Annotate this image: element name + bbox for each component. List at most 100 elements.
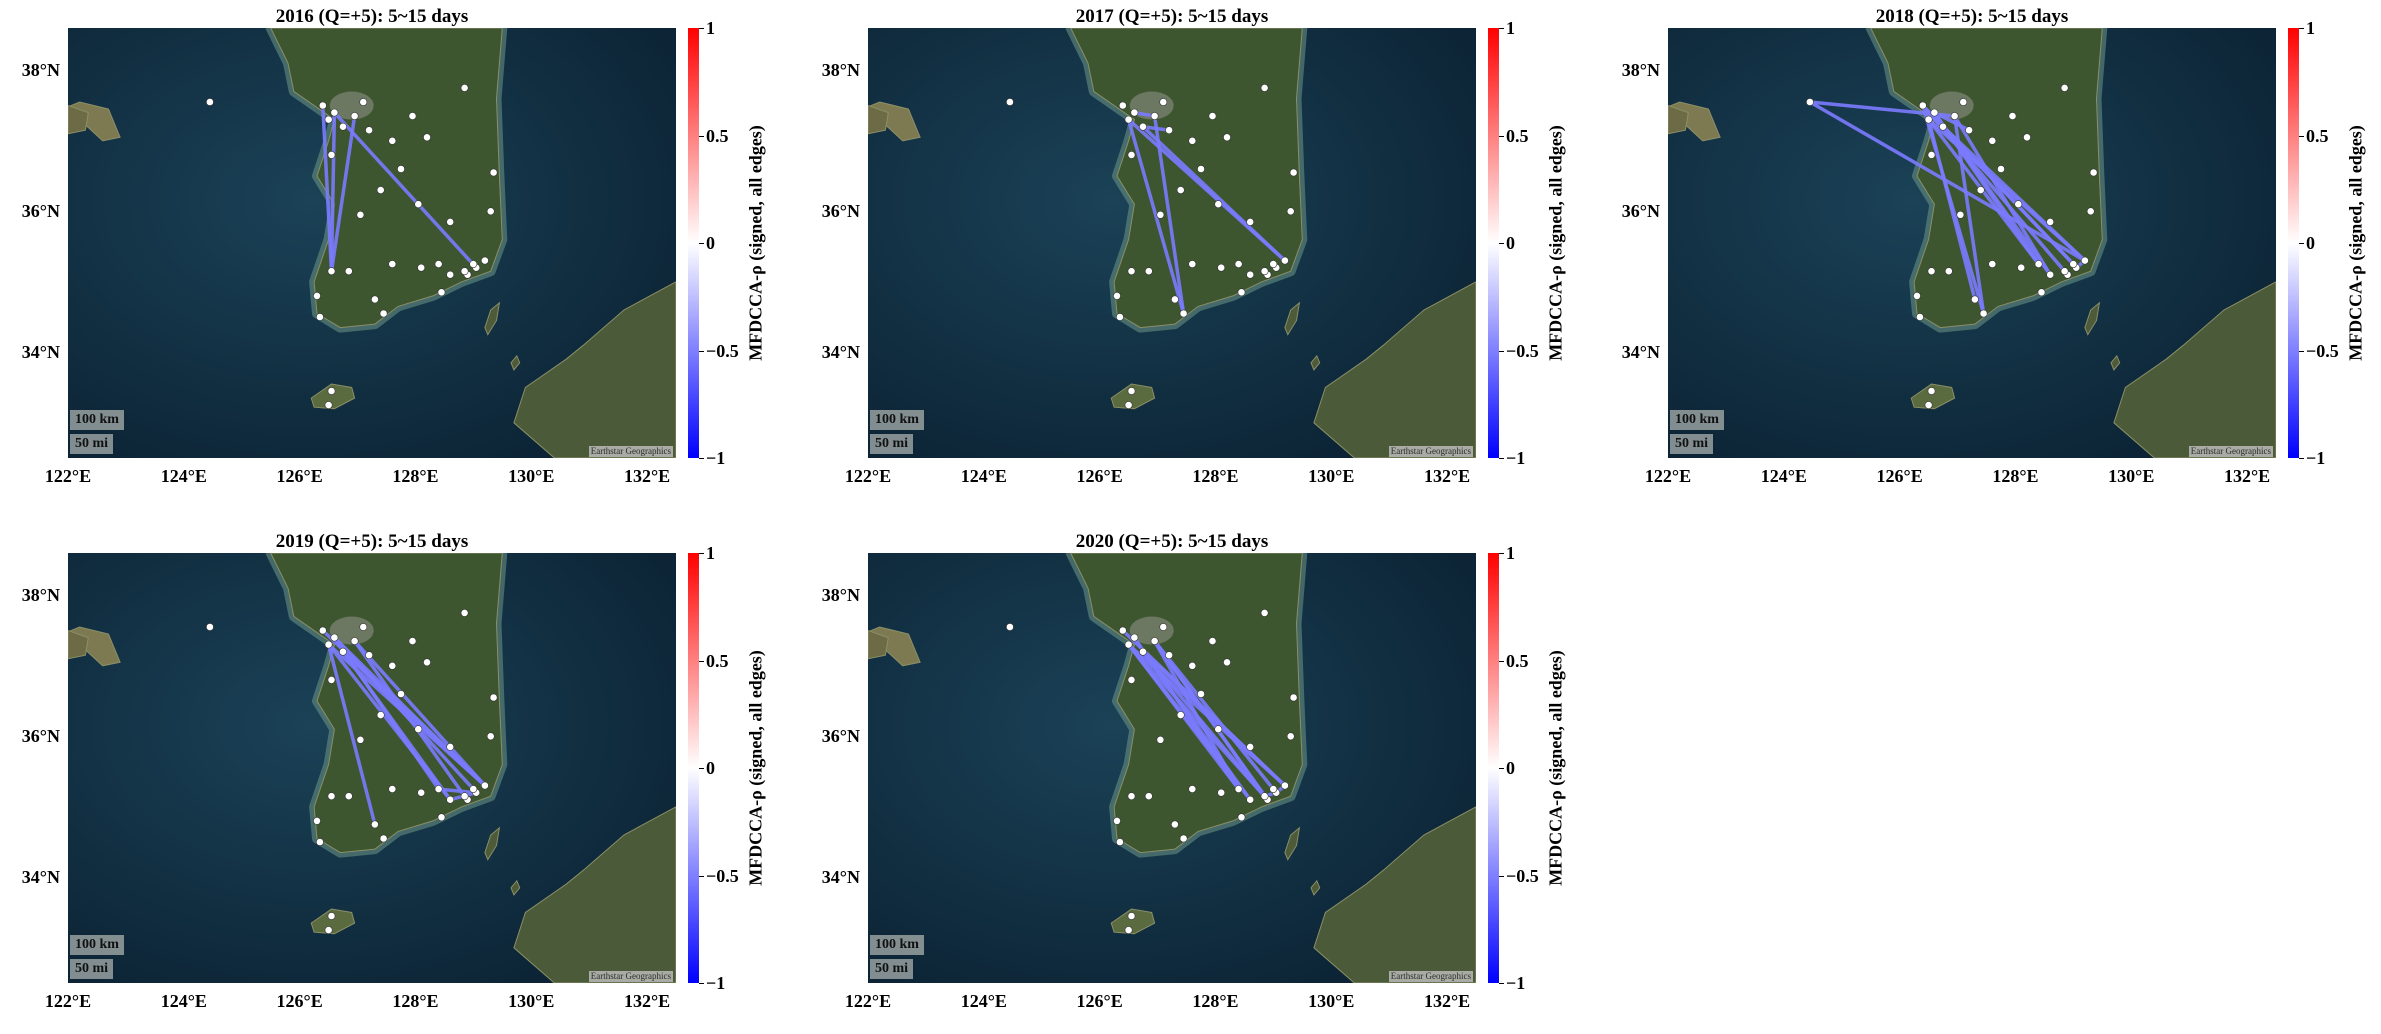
station-node[interactable] xyxy=(1208,637,1217,645)
station-node[interactable] xyxy=(1124,401,1133,409)
station-node[interactable] xyxy=(370,295,379,304)
station-node[interactable] xyxy=(1280,256,1289,265)
station-node[interactable] xyxy=(388,661,397,670)
station-node[interactable] xyxy=(1979,309,1988,318)
correlation-edge[interactable] xyxy=(1152,639,1270,802)
station-node[interactable] xyxy=(1944,267,1953,276)
station-node[interactable] xyxy=(1918,101,1927,110)
station-node[interactable] xyxy=(460,792,469,801)
station-node[interactable] xyxy=(423,133,431,142)
station-node[interactable] xyxy=(1127,912,1136,920)
station-node[interactable] xyxy=(365,126,373,135)
map-area[interactable]: 100 km 50 mi Earthstar Geographics xyxy=(68,28,676,458)
station-node[interactable] xyxy=(1127,676,1136,684)
station-node[interactable] xyxy=(327,151,336,159)
station-node[interactable] xyxy=(205,623,214,631)
station-node[interactable] xyxy=(417,788,426,797)
station-node[interactable] xyxy=(1915,313,1924,321)
station-node[interactable] xyxy=(370,820,379,829)
station-node[interactable] xyxy=(327,912,336,920)
station-node[interactable] xyxy=(2060,84,2069,92)
correlation-edge[interactable] xyxy=(1941,124,2076,266)
correlation-edge[interactable] xyxy=(1921,103,2067,273)
station-node[interactable] xyxy=(1939,122,1947,131)
station-node[interactable] xyxy=(2017,263,2026,272)
map-area[interactable]: 100 km 50 mi Earthstar Geographics xyxy=(868,553,1476,983)
station-node[interactable] xyxy=(1159,623,1168,631)
station-node[interactable] xyxy=(315,838,324,846)
station-node[interactable] xyxy=(339,647,347,656)
station-node[interactable] xyxy=(1156,210,1165,219)
station-node[interactable] xyxy=(1289,693,1298,702)
correlation-edge[interactable] xyxy=(1921,103,1986,316)
station-node[interactable] xyxy=(1286,207,1295,216)
station-node[interactable] xyxy=(1237,813,1246,822)
station-node[interactable] xyxy=(365,651,373,660)
station-node[interactable] xyxy=(1127,151,1136,159)
station-node[interactable] xyxy=(486,207,495,216)
station-node[interactable] xyxy=(388,260,397,268)
map-area[interactable]: 100 km 50 mi Earthstar Geographics xyxy=(68,553,676,983)
station-node[interactable] xyxy=(1214,200,1223,209)
station-node[interactable] xyxy=(1217,788,1226,797)
station-node[interactable] xyxy=(1124,115,1133,124)
station-node[interactable] xyxy=(397,690,405,698)
map-area[interactable]: 100 km 50 mi Earthstar Geographics xyxy=(1668,28,2276,458)
station-node[interactable] xyxy=(460,84,469,92)
station-node[interactable] xyxy=(324,401,333,409)
station-node[interactable] xyxy=(423,658,431,667)
station-node[interactable] xyxy=(1150,637,1159,645)
station-node[interactable] xyxy=(324,115,333,124)
station-node[interactable] xyxy=(1197,690,1205,698)
station-node[interactable] xyxy=(1127,267,1136,276)
correlation-edge[interactable] xyxy=(326,642,452,802)
correlation-edge[interactable] xyxy=(1141,124,1171,132)
station-node[interactable] xyxy=(1988,136,1997,145)
station-node[interactable] xyxy=(2086,207,2095,216)
station-node[interactable] xyxy=(408,637,417,645)
station-node[interactable] xyxy=(344,267,353,276)
station-node[interactable] xyxy=(437,813,446,822)
station-node[interactable] xyxy=(446,270,455,279)
station-node[interactable] xyxy=(330,108,339,117)
station-node[interactable] xyxy=(1956,210,1965,219)
station-node[interactable] xyxy=(1976,186,1985,194)
station-node[interactable] xyxy=(1269,260,1278,268)
station-node[interactable] xyxy=(469,785,478,793)
station-node[interactable] xyxy=(1127,792,1136,801)
station-node[interactable] xyxy=(460,609,469,617)
station-node[interactable] xyxy=(1269,785,1278,793)
station-node[interactable] xyxy=(1234,260,1243,268)
station-node[interactable] xyxy=(1214,725,1223,734)
station-node[interactable] xyxy=(408,112,417,120)
station-node[interactable] xyxy=(318,101,327,110)
station-node[interactable] xyxy=(2034,260,2043,268)
station-node[interactable] xyxy=(356,735,365,744)
station-node[interactable] xyxy=(1280,781,1289,790)
station-node[interactable] xyxy=(376,186,385,194)
station-node[interactable] xyxy=(1234,785,1243,793)
station-node[interactable] xyxy=(1165,651,1173,660)
station-node[interactable] xyxy=(397,165,405,173)
station-node[interactable] xyxy=(1286,732,1295,741)
station-node[interactable] xyxy=(379,309,388,318)
correlation-edge[interactable] xyxy=(326,642,377,827)
station-node[interactable] xyxy=(469,260,478,268)
station-node[interactable] xyxy=(1113,816,1121,825)
station-node[interactable] xyxy=(315,313,324,321)
station-node[interactable] xyxy=(1188,661,1197,670)
station-node[interactable] xyxy=(1150,112,1159,120)
station-node[interactable] xyxy=(434,785,443,793)
station-node[interactable] xyxy=(318,626,327,635)
station-node[interactable] xyxy=(1139,122,1147,131)
station-node[interactable] xyxy=(1988,260,1997,268)
station-node[interactable] xyxy=(1156,735,1165,744)
correlation-edge[interactable] xyxy=(329,114,357,273)
station-node[interactable] xyxy=(1246,217,1255,226)
station-node[interactable] xyxy=(1176,186,1185,194)
station-node[interactable] xyxy=(1208,112,1217,120)
station-node[interactable] xyxy=(1289,168,1298,177)
station-node[interactable] xyxy=(205,98,214,106)
correlation-edge[interactable] xyxy=(332,635,487,788)
station-node[interactable] xyxy=(1260,84,1269,92)
